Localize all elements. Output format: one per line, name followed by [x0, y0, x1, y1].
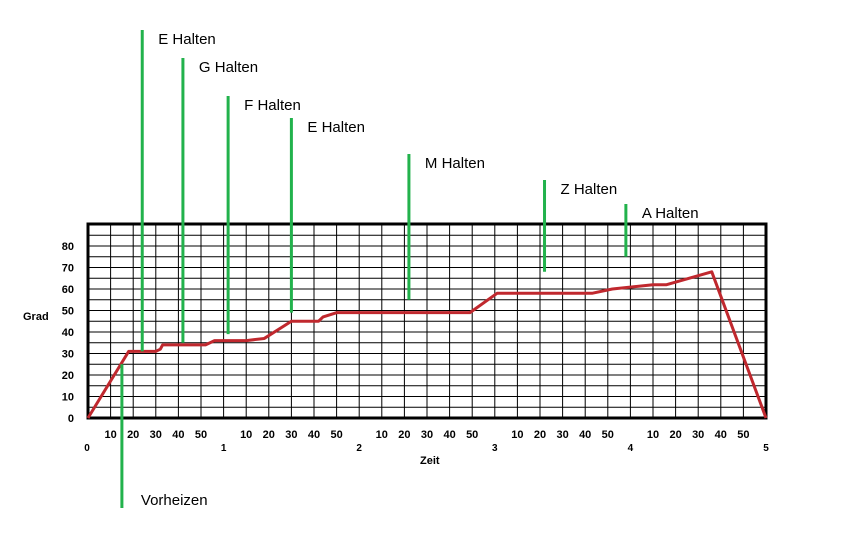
x-tick-label: 50	[330, 429, 342, 441]
x-tick-label: 10	[376, 429, 388, 441]
y-tick-label: 40	[62, 327, 74, 339]
marker-label: F Halten	[244, 97, 301, 114]
y-tick-label: 80	[62, 241, 74, 253]
x-tick-label: 30	[556, 429, 568, 441]
x-hour-label: 1	[221, 443, 227, 454]
x-tick-label: 40	[308, 429, 320, 441]
x-axis-label: Zeit	[420, 455, 440, 467]
y-tick-label: 0	[68, 413, 74, 425]
series-line	[86, 270, 768, 419]
marker-label: E Halten	[307, 119, 365, 136]
x-tick-label: 20	[263, 429, 275, 441]
y-tick-label: 20	[62, 370, 74, 382]
x-tick-label: 40	[715, 429, 727, 441]
x-tick-label: 20	[669, 429, 681, 441]
x-tick-label: 50	[737, 429, 749, 441]
grid	[86, 222, 768, 420]
x-tick-label: 40	[172, 429, 184, 441]
y-tick-label: 60	[62, 284, 74, 296]
x-tick-label: 10	[647, 429, 659, 441]
y-tick-label: 10	[62, 392, 74, 404]
x-tick-label: 30	[285, 429, 297, 441]
y-tick-label: 30	[62, 349, 74, 361]
x-hour-label: 3	[492, 443, 498, 454]
x-hour-label: 5	[763, 443, 769, 454]
marker-layer: Vorheizen E Halten G Halten F Halten E Halte…	[120, 30, 699, 509]
x-tick-label: 50	[195, 429, 207, 441]
x-tick-label: 40	[443, 429, 455, 441]
plot-frame	[86, 222, 768, 420]
marker-label: G Halten	[199, 59, 258, 76]
x-tick-label: 50	[466, 429, 478, 441]
marker-label: Vorheizen	[141, 492, 208, 509]
x-tick-label: 10	[511, 429, 523, 441]
y-tick-label: 50	[62, 306, 74, 318]
x-tick-label: 20	[127, 429, 139, 441]
marker-label: A Halten	[642, 205, 699, 222]
x-tick-label: 20	[534, 429, 546, 441]
x-hour-label: 4	[628, 443, 634, 454]
x-tick-label: 50	[602, 429, 614, 441]
x-tick-label: 40	[579, 429, 591, 441]
marker-label: M Halten	[425, 155, 485, 172]
x-tick-label: 20	[398, 429, 410, 441]
x-tick-label: 30	[421, 429, 433, 441]
x-tick-label: 30	[692, 429, 704, 441]
y-tick-label: 70	[62, 263, 74, 275]
series-line-layer	[86, 270, 768, 419]
y-axis-label: Grad	[23, 311, 49, 323]
x-hour-label: 0	[84, 443, 90, 454]
marker-label: E Halten	[158, 31, 216, 48]
x-tick-label: 30	[150, 429, 162, 441]
x-tick-label: 10	[104, 429, 116, 441]
tick-label-layer: 0 10 20 30 40 50 60 70 80 0 1 2 3 4 5 10 20 30 40 50 10 20 30 4…	[62, 241, 769, 454]
marker-label: Z Halten	[561, 181, 618, 198]
x-tick-label: 10	[240, 429, 252, 441]
x-hour-label: 2	[356, 443, 362, 454]
